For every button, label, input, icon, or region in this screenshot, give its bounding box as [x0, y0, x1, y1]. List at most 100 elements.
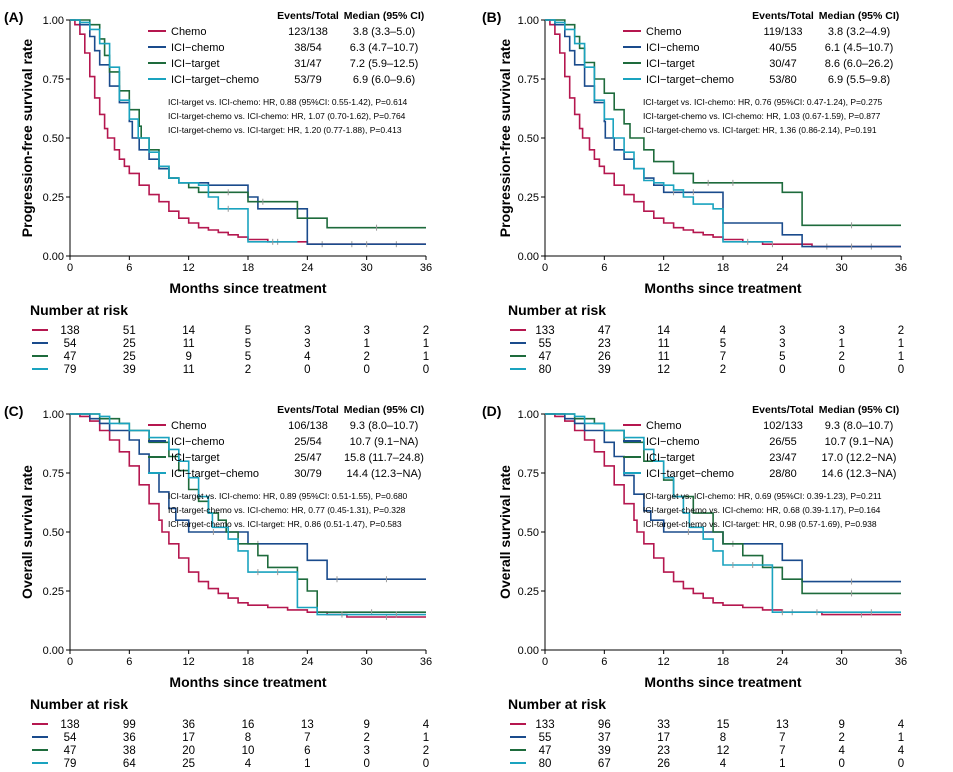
legend-events: 40/55	[769, 42, 797, 54]
risk-value: 1	[838, 338, 844, 350]
risk-value: 80	[539, 758, 552, 770]
x-tick-label: 24	[301, 656, 313, 668]
legend-name: Chemo	[171, 420, 206, 432]
risk-value: 8	[720, 732, 726, 744]
risk-value: 17	[657, 732, 670, 744]
risk-value: 0	[304, 364, 310, 376]
legend-name: ICI−target	[171, 58, 220, 70]
y-tick-label: 1.00	[43, 15, 64, 27]
y-tick-label: 0.50	[43, 527, 64, 539]
risk-value: 1	[423, 351, 429, 363]
risk-value: 47	[598, 325, 611, 337]
x-tick-label: 0	[67, 262, 73, 274]
risk-value: 0	[898, 758, 904, 770]
risk-value: 5	[779, 351, 785, 363]
risk-value: 13	[776, 719, 789, 731]
risk-value: 99	[123, 719, 136, 731]
hr-comparison: ICI-target-chemo vs. ICI-chemo: HR, 0.68…	[643, 505, 881, 515]
legend-name: ICI−chemo	[171, 436, 225, 448]
risk-value: 64	[123, 758, 136, 770]
risk-value: 38	[123, 745, 136, 757]
risk-value: 39	[598, 364, 611, 376]
legend-header-events: Events/Total	[277, 404, 339, 416]
hr-comparison: ICI-target-chemo vs. ICI-chemo: HR, 1.07…	[168, 111, 406, 121]
x-tick-label: 18	[717, 262, 729, 274]
risk-value: 11	[658, 351, 670, 363]
legend-name: ICI−target−chemo	[171, 74, 259, 86]
x-tick-label: 36	[895, 262, 907, 274]
y-tick-label: 0.00	[518, 645, 539, 657]
risk-value: 3	[779, 325, 785, 337]
hr-comparison: ICI-target-chemo vs. ICI-target: HR, 1.3…	[643, 125, 877, 135]
y-tick-label: 0.50	[518, 133, 539, 145]
risk-value: 1	[304, 758, 310, 770]
risk-value: 1	[423, 338, 429, 350]
y-axis-label: Overall survival rate	[19, 465, 35, 599]
x-tick-label: 30	[361, 656, 373, 668]
legend-header-median: Median (95% CI)	[344, 404, 425, 416]
risk-value: 4	[304, 351, 311, 363]
y-tick-label: 1.00	[518, 409, 539, 421]
risk-value: 11	[183, 338, 195, 350]
hr-comparison: ICI-target-chemo vs. ICI-target: HR, 1.2…	[168, 125, 402, 135]
risk-value: 25	[182, 758, 195, 770]
km-curve-2	[70, 19, 426, 245]
risk-value: 25	[123, 351, 136, 363]
risk-value: 80	[539, 364, 552, 376]
legend-events: 23/47	[769, 452, 797, 464]
x-tick-label: 6	[126, 656, 132, 668]
risk-value: 2	[363, 351, 369, 363]
legend-header-events: Events/Total	[277, 10, 339, 22]
x-tick-label: 12	[183, 656, 195, 668]
legend-name: ICI−chemo	[171, 42, 225, 54]
risk-value: 0	[363, 364, 369, 376]
x-tick-label: 36	[420, 656, 432, 668]
risk-value: 4	[245, 758, 252, 770]
risk-value: 39	[598, 745, 611, 757]
risk-value: 11	[183, 364, 195, 376]
hr-comparison: ICI-target vs. ICI-chemo: HR, 0.69 (95%C…	[643, 491, 882, 501]
y-tick-label: 0.00	[43, 251, 64, 263]
legend-header-events: Events/Total	[752, 404, 814, 416]
legend-header-median: Median (95% CI)	[819, 10, 900, 22]
legend-name: ICI−target	[646, 452, 695, 464]
km-curve-1	[70, 413, 426, 618]
risk-value: 133	[535, 325, 554, 337]
risk-value: 0	[363, 758, 369, 770]
x-tick-label: 18	[242, 656, 254, 668]
legend-median: 17.0 (12.2−NA)	[822, 452, 897, 464]
risk-value: 3	[363, 745, 369, 757]
risk-value: 1	[898, 351, 904, 363]
risk-value: 47	[64, 745, 77, 757]
risk-value: 9	[185, 351, 191, 363]
legend-name: ICI−target−chemo	[171, 468, 259, 480]
risk-value: 4	[898, 719, 905, 731]
km-curve-1	[545, 413, 901, 616]
risk-value: 2	[363, 732, 369, 744]
legend-header-median: Median (95% CI)	[819, 404, 900, 416]
risk-value: 79	[64, 364, 77, 376]
legend-events: 26/55	[769, 436, 797, 448]
risk-value: 7	[304, 732, 310, 744]
y-axis-label: Overall survival rate	[497, 465, 513, 599]
risk-table-title: Number at risk	[508, 696, 606, 712]
risk-value: 26	[598, 351, 611, 363]
risk-value: 4	[720, 325, 727, 337]
risk-value: 3	[304, 338, 310, 350]
x-axis-label: Months since treatment	[644, 674, 801, 690]
risk-value: 10	[242, 745, 255, 757]
risk-value: 51	[123, 325, 136, 337]
risk-value: 12	[657, 364, 670, 376]
x-tick-label: 24	[776, 262, 788, 274]
legend-median: 6.9 (6.0–9.6)	[353, 74, 415, 86]
panel-b: (B)0 6 12 18 24 30 360.000.250.500.751.00Month…	[482, 9, 907, 376]
legend-events: 119/133	[764, 26, 803, 38]
legend-events: 30/79	[294, 468, 322, 480]
panel-label: (D)	[482, 403, 501, 419]
x-axis-label: Months since treatment	[169, 280, 326, 296]
risk-value: 5	[245, 351, 251, 363]
risk-value: 9	[838, 719, 844, 731]
x-tick-label: 24	[776, 656, 788, 668]
risk-value: 3	[363, 325, 369, 337]
